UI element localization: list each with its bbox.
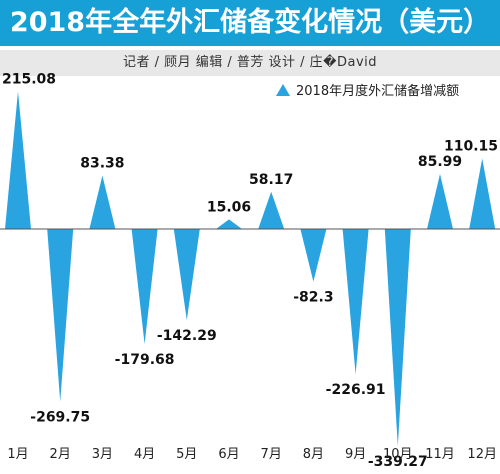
chart-title: 2018年全年外汇储备变化情况（美元） bbox=[0, 0, 500, 46]
x-tick-11月: 11月 bbox=[425, 447, 455, 462]
bar-12月 bbox=[469, 158, 496, 229]
bar-6月 bbox=[216, 219, 242, 229]
legend-label: 2018年月度外汇储备增减额 bbox=[296, 83, 459, 99]
x-tick-8月: 8月 bbox=[303, 447, 324, 462]
value-label-7月: 58.17 bbox=[249, 172, 293, 188]
value-label-1月: 215.08 bbox=[2, 71, 56, 87]
credits-line: 记者 / 顾月 编辑 / 普芳 设计 / 庄�David bbox=[0, 50, 500, 76]
x-tick-7月: 7月 bbox=[261, 447, 282, 462]
value-label-5月: -142.29 bbox=[157, 328, 217, 344]
x-tick-12月: 12月 bbox=[467, 447, 497, 462]
legend-marker bbox=[276, 84, 290, 96]
x-tick-9月: 9月 bbox=[345, 447, 366, 462]
bar-4月 bbox=[131, 229, 158, 344]
value-label-3月: 83.38 bbox=[80, 156, 124, 172]
bar-11月 bbox=[427, 173, 453, 229]
bar-2月 bbox=[47, 229, 74, 402]
value-label-2月: -269.75 bbox=[30, 410, 90, 426]
bar-9月 bbox=[342, 229, 369, 375]
value-label-8月: -82.3 bbox=[293, 290, 333, 306]
bar-5月 bbox=[173, 229, 200, 321]
value-label-11月: 85.99 bbox=[418, 154, 462, 170]
bar-1月 bbox=[5, 91, 31, 229]
bar-3月 bbox=[89, 175, 116, 229]
x-tick-3月: 3月 bbox=[92, 447, 113, 462]
value-label-12月: 110.15 bbox=[444, 139, 498, 155]
value-label-6月: 15.06 bbox=[207, 199, 251, 215]
x-tick-2月: 2月 bbox=[50, 447, 71, 462]
bar-7月 bbox=[258, 191, 285, 229]
bar-8月 bbox=[300, 229, 327, 282]
x-tick-5月: 5月 bbox=[176, 447, 197, 462]
x-tick-6月: 6月 bbox=[218, 447, 239, 462]
x-tick-4月: 4月 bbox=[134, 447, 155, 462]
value-label-9月: -226.91 bbox=[326, 382, 386, 398]
bar-10月 bbox=[384, 229, 411, 447]
legend: 2018年月度外汇储备增减额 bbox=[276, 83, 459, 99]
value-label-10月: -339.27 bbox=[368, 454, 428, 470]
value-label-4月: -179.68 bbox=[115, 352, 175, 368]
x-tick-10月: 10月 bbox=[383, 447, 413, 462]
x-tick-1月: 1月 bbox=[7, 447, 28, 462]
